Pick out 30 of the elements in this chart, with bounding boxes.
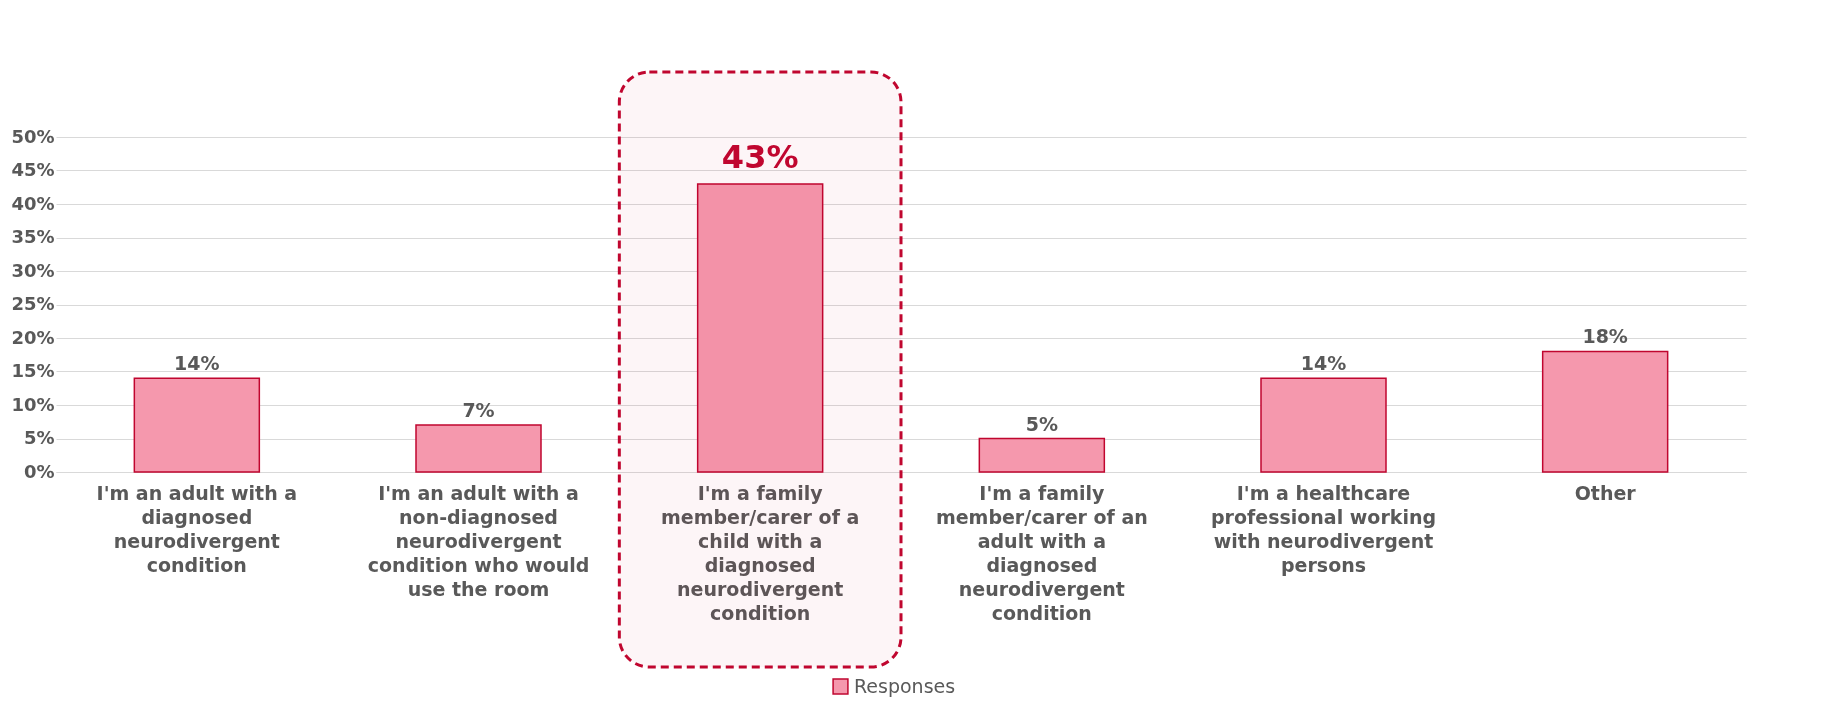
x-tick-label: I'm a healthcare professional working with neurodivergent persons [1210,481,1437,576]
data-label: 5% [1025,412,1058,435]
y-tick-label: 20% [11,326,55,348]
y-tick-label: 35% [11,226,55,247]
y-tick-label: 10% [11,393,55,415]
y-tick-label: 45% [11,159,55,180]
bar [978,437,1106,473]
data-label: 7% [462,399,495,422]
bar [133,377,261,473]
bar [1541,350,1669,473]
bar [696,183,824,473]
legend-label: Responses [854,674,956,697]
y-tick-label: 5% [23,427,55,448]
y-tick-label: 0% [23,460,55,482]
y-tick-label: 30% [11,259,55,281]
bar [1260,377,1387,473]
data-label: 14% [1300,352,1347,375]
x-tick-label: I'm a family member/carer of a child with a diagnosed neurodivergent condition [660,481,860,624]
y-tick-label: 50% [11,125,55,147]
annotation: 43% [721,137,799,176]
x-tick-label: Other [1574,481,1637,504]
x-tick-label: I'm an adult with a non-diagnosed neurodivergent condition who would use the room [367,481,590,600]
bar [415,424,542,473]
x-tick-label: I'm an adult with a diagnosed neurodivergent condition [96,481,298,576]
y-tick-label: 40% [11,192,55,214]
y-tick-label: 15% [11,360,55,381]
x-tick-label: I'm a family member/carer of an adult with a diagnosed neurodivergent condition [935,481,1148,624]
y-tick-label: 25% [11,293,55,314]
data-label: 14% [174,352,220,375]
data-label: 18% [1582,325,1628,348]
